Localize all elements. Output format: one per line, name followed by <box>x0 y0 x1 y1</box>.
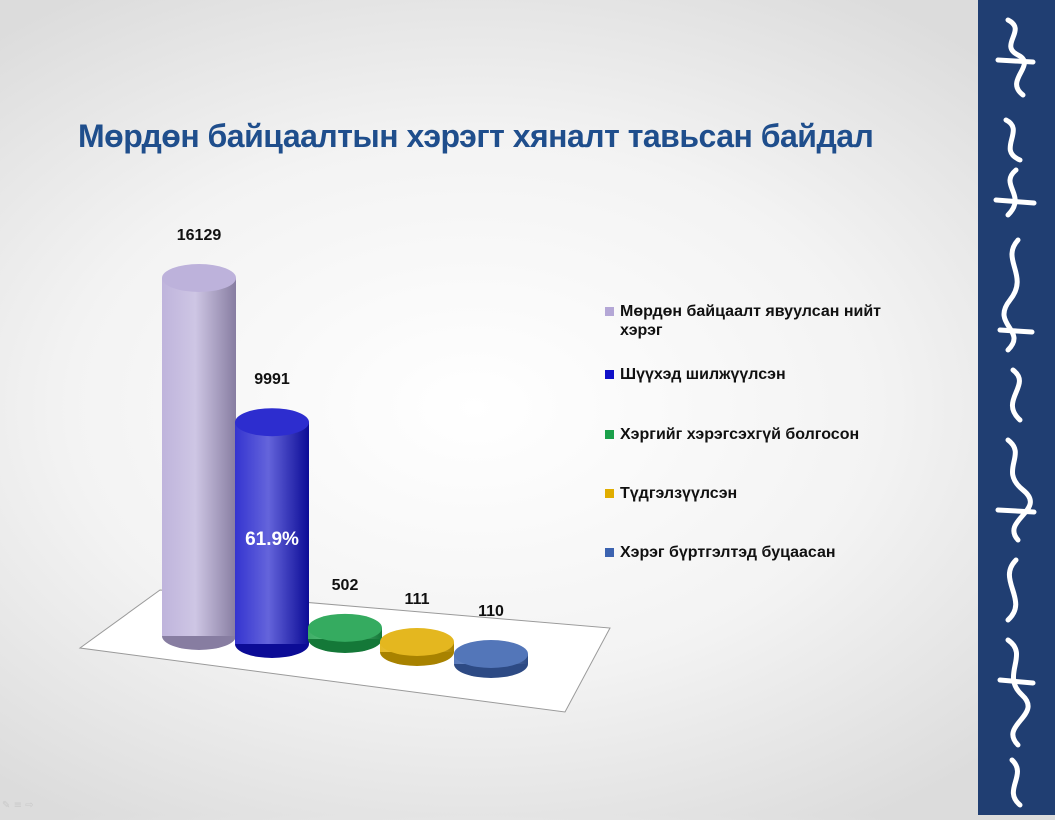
legend-item: Шүүхэд шилжүүлсэн <box>605 365 920 384</box>
bar-top <box>454 640 528 668</box>
bar-2 <box>235 408 309 658</box>
bar-top <box>308 613 382 642</box>
legend-label: Хэргийг хэрэгсэхгүй болгосон <box>620 426 860 443</box>
bar-body <box>162 278 236 636</box>
legend-swatch <box>605 430 614 439</box>
legend-swatch <box>605 489 614 498</box>
legend-item: Түдгэлзүүлсэн <box>605 484 920 503</box>
legend-label: Мөрдөн байцаалт явуулсан нийт хэрэг <box>620 303 881 339</box>
percentage-annotation: 61.9% <box>245 529 299 550</box>
legend-item: Хэрэг бүртгэлтэд буцаасан <box>605 543 920 562</box>
bar-4 <box>380 628 454 666</box>
chart-title: Мөрдөн байцаалтын хэрэгт хяналт тавьсан … <box>78 118 874 154</box>
arrow-icon[interactable]: ⇨ <box>25 800 34 811</box>
data-label: 111 <box>405 591 430 608</box>
legend-swatch <box>605 548 614 557</box>
bar-top <box>380 628 454 656</box>
bar-top <box>235 408 309 437</box>
mongolian-script-calligraphy <box>993 17 1037 808</box>
bar-body <box>235 422 309 644</box>
legend-swatch <box>605 370 614 379</box>
legend-label: Шүүхэд шилжүүлсэн <box>620 366 786 383</box>
bar-chart: 16129 9991 502 111 110 61.9% <box>78 227 611 713</box>
menu-icon[interactable]: ≡ <box>13 800 22 811</box>
bar-3 <box>308 613 382 653</box>
mongolian-script-panel <box>978 0 1055 815</box>
bar-top <box>162 264 236 292</box>
legend-label: Хэрэг бүртгэлтэд буцаасан <box>620 544 836 561</box>
pencil-icon[interactable]: ✎ <box>2 800 11 811</box>
data-label: 502 <box>332 577 359 594</box>
bar-1 <box>162 264 236 650</box>
legend-item: Мөрдөн байцаалт явуулсан нийт хэрэг <box>605 302 920 340</box>
data-label: 9991 <box>254 371 290 388</box>
slide-navigation-icons: ✎ ≡ ⇨ <box>2 800 34 811</box>
legend-swatch <box>605 307 614 316</box>
data-label: 110 <box>478 603 504 620</box>
data-label: 16129 <box>177 227 222 244</box>
legend-label: Түдгэлзүүлсэн <box>620 485 738 502</box>
legend-item: Хэргийг хэрэгсэхгүй болгосон <box>605 425 920 444</box>
bar-5 <box>454 640 528 678</box>
